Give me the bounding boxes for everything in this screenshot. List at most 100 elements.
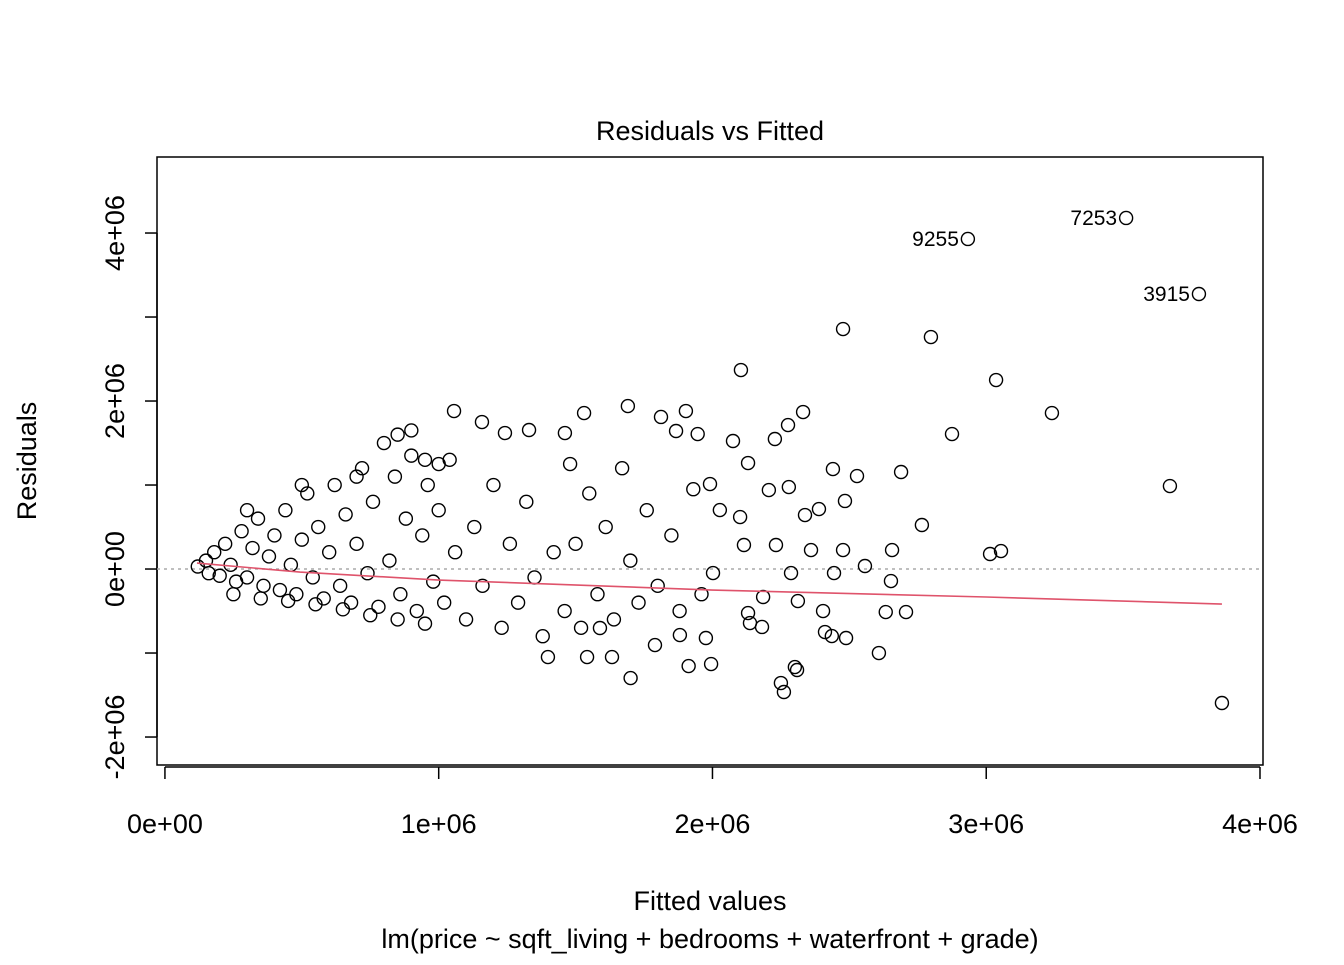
point bbox=[557, 425, 573, 441]
point bbox=[835, 542, 851, 558]
point bbox=[390, 612, 405, 627]
point bbox=[540, 649, 556, 665]
point bbox=[573, 620, 589, 636]
point bbox=[582, 486, 597, 501]
point bbox=[884, 542, 900, 558]
point bbox=[993, 543, 1009, 559]
point bbox=[409, 603, 425, 619]
point bbox=[736, 537, 752, 553]
point bbox=[815, 603, 831, 619]
point bbox=[623, 670, 638, 686]
labeled-point bbox=[1118, 210, 1134, 226]
point bbox=[278, 503, 293, 518]
point bbox=[349, 536, 364, 552]
point bbox=[436, 595, 452, 610]
point bbox=[417, 616, 433, 631]
y-axis-label: Residuals bbox=[12, 402, 42, 521]
point bbox=[773, 675, 789, 691]
point bbox=[698, 630, 714, 646]
point bbox=[376, 435, 392, 451]
point bbox=[332, 578, 348, 594]
point bbox=[988, 372, 1004, 388]
point bbox=[447, 545, 463, 560]
point bbox=[1044, 405, 1060, 421]
x-axis-label: Fitted values bbox=[633, 886, 786, 916]
point bbox=[914, 517, 930, 533]
point bbox=[521, 422, 537, 438]
point bbox=[849, 468, 865, 484]
point bbox=[338, 507, 353, 522]
point bbox=[494, 620, 509, 636]
x-tick-label: 4e+06 bbox=[1222, 809, 1298, 839]
x-tick-label: 3e+06 bbox=[948, 809, 1024, 839]
point bbox=[982, 546, 998, 562]
point bbox=[1214, 695, 1230, 711]
point bbox=[944, 426, 960, 442]
point bbox=[321, 545, 337, 560]
point bbox=[672, 603, 687, 619]
point bbox=[817, 624, 833, 640]
point bbox=[668, 423, 684, 439]
point bbox=[261, 549, 277, 564]
point bbox=[267, 528, 282, 543]
point bbox=[431, 503, 446, 518]
point bbox=[568, 536, 583, 552]
smooth-line bbox=[196, 562, 1222, 605]
point bbox=[878, 604, 893, 620]
point bbox=[755, 589, 771, 605]
point bbox=[387, 469, 403, 484]
point bbox=[705, 565, 721, 581]
point bbox=[598, 519, 613, 535]
point bbox=[579, 649, 595, 665]
point bbox=[280, 593, 296, 609]
labeled-point bbox=[960, 231, 976, 247]
point bbox=[365, 494, 381, 510]
point bbox=[678, 403, 694, 419]
point bbox=[694, 587, 709, 602]
x-tick-label: 0e+00 bbox=[127, 809, 203, 839]
point bbox=[253, 591, 268, 606]
point bbox=[431, 456, 446, 472]
point bbox=[245, 540, 260, 556]
labeled-point bbox=[1191, 286, 1207, 302]
point bbox=[776, 684, 792, 700]
y-tick-label: 0e+00 bbox=[100, 531, 130, 607]
point bbox=[768, 537, 784, 553]
point bbox=[305, 570, 320, 585]
x-tick-label: 1e+06 bbox=[401, 809, 477, 839]
point bbox=[790, 593, 806, 609]
point bbox=[390, 427, 405, 442]
point bbox=[486, 477, 501, 493]
point bbox=[201, 566, 216, 581]
point bbox=[497, 425, 513, 441]
point bbox=[857, 558, 873, 574]
point bbox=[787, 659, 803, 675]
point bbox=[604, 649, 620, 665]
y-tick-label: 2e+06 bbox=[100, 363, 130, 439]
x-tick-label: 2e+06 bbox=[675, 809, 751, 839]
point bbox=[415, 528, 430, 543]
point bbox=[639, 503, 654, 518]
point-label: 7253 bbox=[1070, 207, 1117, 230]
point bbox=[335, 602, 351, 617]
point bbox=[606, 612, 622, 627]
point bbox=[732, 509, 748, 525]
point bbox=[686, 482, 701, 497]
point bbox=[467, 519, 482, 535]
point bbox=[825, 461, 841, 477]
point bbox=[420, 477, 435, 493]
point bbox=[883, 573, 899, 589]
point bbox=[294, 477, 310, 493]
point bbox=[308, 597, 323, 612]
point bbox=[740, 605, 756, 621]
point bbox=[226, 587, 241, 602]
point bbox=[354, 461, 370, 476]
y-tick-label: -2e+06 bbox=[100, 695, 130, 780]
point-label: 9255 bbox=[912, 228, 959, 251]
point bbox=[789, 662, 805, 678]
point bbox=[664, 528, 679, 543]
point bbox=[647, 637, 663, 653]
point bbox=[781, 479, 797, 495]
point bbox=[893, 464, 909, 480]
